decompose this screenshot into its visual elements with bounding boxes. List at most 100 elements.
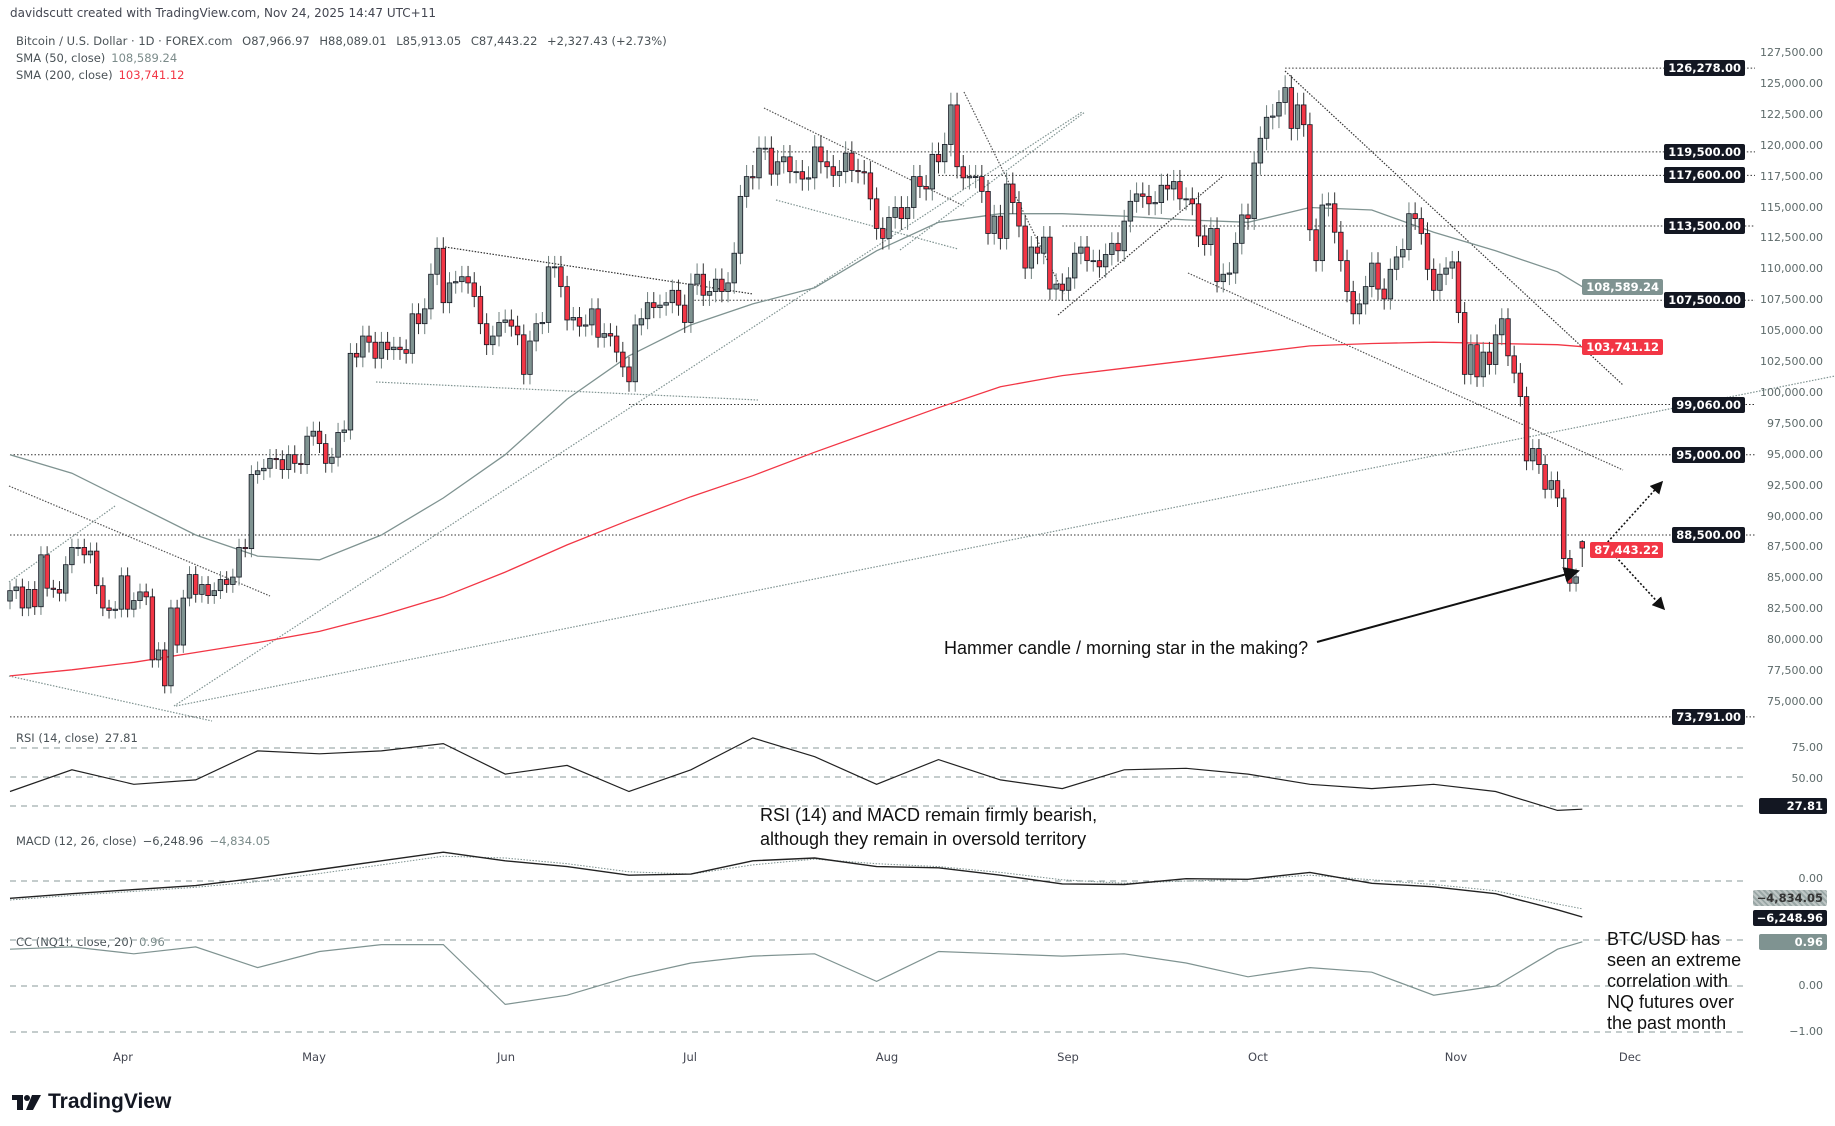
candle[interactable] <box>174 599 180 653</box>
candle[interactable] <box>329 447 335 473</box>
candle[interactable] <box>997 204 1004 250</box>
candle[interactable] <box>892 196 898 229</box>
candle[interactable] <box>44 546 50 597</box>
candle[interactable] <box>490 325 496 355</box>
candle[interactable] <box>1102 243 1109 278</box>
candle[interactable] <box>966 164 973 190</box>
candle[interactable] <box>1152 191 1158 216</box>
candle[interactable] <box>638 308 645 336</box>
candle[interactable] <box>254 461 261 484</box>
candle[interactable] <box>985 179 991 245</box>
candle[interactable] <box>1313 218 1319 272</box>
candle[interactable] <box>143 583 149 606</box>
candle[interactable] <box>1239 203 1245 255</box>
candle[interactable] <box>279 450 286 479</box>
candle[interactable] <box>756 136 762 190</box>
candle[interactable] <box>1257 126 1264 175</box>
candle[interactable] <box>527 330 533 385</box>
candle[interactable] <box>632 314 638 392</box>
candle[interactable] <box>452 270 459 294</box>
candle[interactable] <box>812 135 818 190</box>
candle[interactable] <box>743 164 750 208</box>
candle[interactable] <box>886 206 892 250</box>
candle[interactable] <box>824 150 830 179</box>
candle[interactable] <box>898 196 905 230</box>
candle[interactable] <box>124 567 131 618</box>
candle[interactable] <box>353 343 360 368</box>
candle[interactable] <box>236 538 242 586</box>
candle[interactable] <box>1560 488 1567 568</box>
candle[interactable] <box>384 331 391 360</box>
candle[interactable] <box>657 294 663 319</box>
candle[interactable] <box>1183 187 1189 211</box>
candle[interactable] <box>1158 173 1165 214</box>
candle[interactable] <box>589 298 595 336</box>
candle[interactable] <box>267 449 273 478</box>
candle[interactable] <box>849 141 855 183</box>
candle[interactable] <box>731 242 737 294</box>
candle[interactable] <box>205 576 211 604</box>
candle[interactable] <box>917 164 923 199</box>
candle[interactable] <box>694 263 700 295</box>
candle[interactable] <box>750 164 756 190</box>
candle[interactable] <box>496 311 502 347</box>
candle[interactable] <box>644 292 651 330</box>
candle[interactable] <box>316 421 323 454</box>
candle[interactable] <box>1499 308 1505 346</box>
candle[interactable] <box>1517 363 1524 407</box>
candle[interactable] <box>81 538 87 564</box>
candle[interactable] <box>1201 224 1208 256</box>
candle[interactable] <box>7 582 13 610</box>
candle[interactable] <box>768 136 775 186</box>
candle[interactable] <box>261 459 267 481</box>
candle[interactable] <box>248 465 255 558</box>
candle[interactable] <box>607 323 614 347</box>
candle[interactable] <box>558 255 564 298</box>
candle[interactable] <box>1468 334 1474 385</box>
candle[interactable] <box>706 280 713 306</box>
candle[interactable] <box>1548 471 1555 499</box>
candle[interactable] <box>1220 263 1226 293</box>
candle[interactable] <box>836 159 843 187</box>
candle[interactable] <box>855 158 861 184</box>
candle[interactable] <box>391 336 397 360</box>
candle[interactable] <box>1133 182 1140 213</box>
candle[interactable] <box>1579 540 1585 568</box>
candle[interactable] <box>1090 249 1096 272</box>
candle[interactable] <box>477 285 484 335</box>
candle[interactable] <box>576 307 583 337</box>
candle[interactable] <box>1400 238 1406 268</box>
sma200-legend[interactable]: SMA (200, close) 103,741.12 <box>16 68 190 82</box>
sma50-legend[interactable]: SMA (50, close) 108,589.24 <box>16 51 183 65</box>
candle[interactable] <box>1387 258 1394 310</box>
candle[interactable] <box>1437 263 1443 302</box>
candle[interactable] <box>923 174 929 201</box>
candle[interactable] <box>1554 471 1561 508</box>
candle[interactable] <box>762 136 768 161</box>
candle[interactable] <box>149 588 156 668</box>
candle[interactable] <box>63 556 69 602</box>
candle[interactable] <box>1511 345 1517 384</box>
candle[interactable] <box>533 313 539 352</box>
candle[interactable] <box>217 571 224 599</box>
candle[interactable] <box>180 589 187 653</box>
candle[interactable] <box>972 164 979 189</box>
rsi-legend[interactable]: RSI (14, close) 27.81 <box>16 731 144 745</box>
candle[interactable] <box>310 421 317 446</box>
candle[interactable] <box>1251 151 1257 230</box>
candle[interactable] <box>1065 267 1072 302</box>
candle[interactable] <box>1115 232 1121 262</box>
candle[interactable] <box>1356 293 1363 325</box>
candle[interactable] <box>1146 184 1152 216</box>
tradingview-logo[interactable]: TradingView <box>12 1090 171 1114</box>
candle[interactable] <box>162 642 168 694</box>
candle[interactable] <box>292 445 298 473</box>
candle[interactable] <box>1530 439 1536 471</box>
candle[interactable] <box>1319 193 1325 272</box>
candle[interactable] <box>570 307 576 331</box>
candle[interactable] <box>118 567 125 618</box>
candle[interactable] <box>1028 235 1035 279</box>
candle[interactable] <box>378 331 385 369</box>
candle[interactable] <box>675 279 682 316</box>
candle[interactable] <box>273 449 279 469</box>
